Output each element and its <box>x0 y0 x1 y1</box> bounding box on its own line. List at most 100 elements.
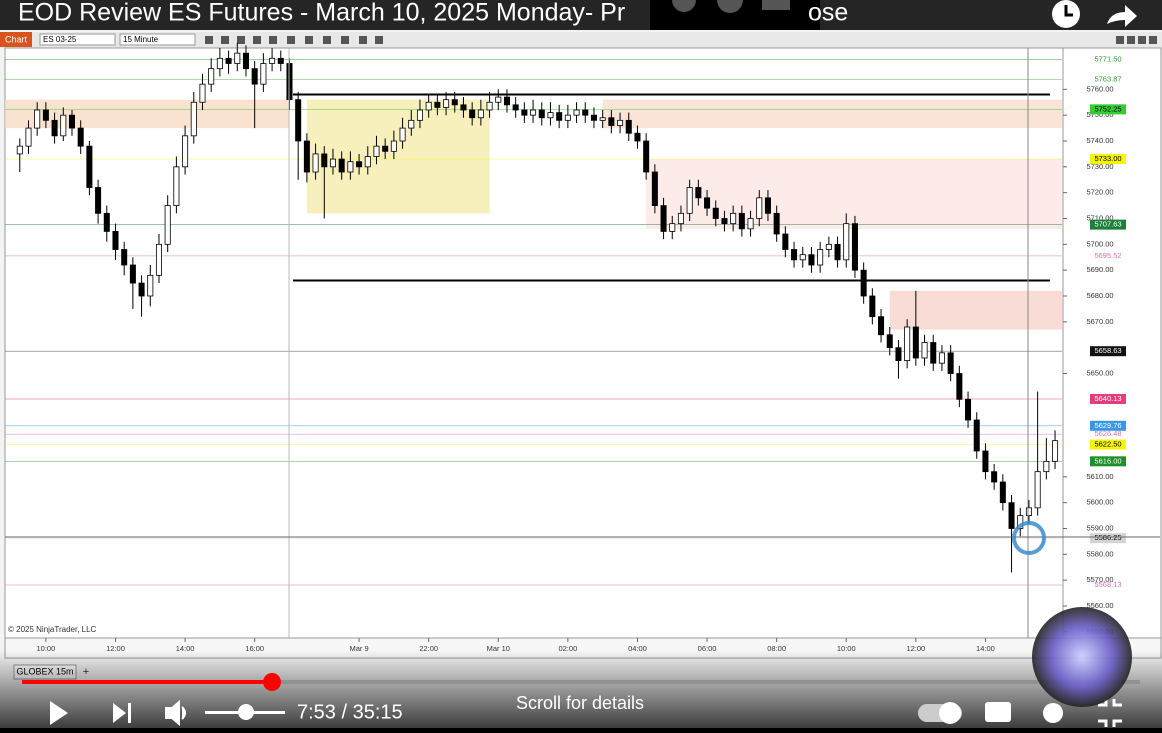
candle-body <box>60 114 67 137</box>
tool-icon[interactable] <box>221 36 229 44</box>
marker-label: 5640.13 <box>1094 394 1121 403</box>
instrument-select[interactable] <box>39 33 116 46</box>
fullscreen-button[interactable] <box>1098 699 1122 727</box>
plot: 5760.00 5750.00 5740.00 5730.00 5720.00 5710.… <box>5 42 1126 653</box>
next-button[interactable] <box>113 703 131 723</box>
candle-body <box>147 274 154 297</box>
candle-body <box>521 109 528 116</box>
tool-icon[interactable] <box>237 36 245 44</box>
candle-body <box>42 109 49 121</box>
candle-body <box>364 156 371 168</box>
tool-icon[interactable] <box>253 36 261 44</box>
candle-body <box>799 254 806 261</box>
keyboard-button[interactable] <box>762 0 790 10</box>
x-tick-label: 12:00 <box>106 644 125 653</box>
progress-track[interactable] <box>22 680 1140 684</box>
candle-body <box>477 109 484 119</box>
candle-body <box>643 140 650 173</box>
chart-tab-bg <box>0 32 32 47</box>
candle-body <box>225 57 232 64</box>
zone <box>889 290 1062 330</box>
candle-body <box>851 223 858 271</box>
share[interactable] <box>1107 5 1137 27</box>
interval[interactable]: 15 Minute <box>123 35 159 44</box>
tool-icon[interactable] <box>359 36 367 44</box>
candle-body <box>16 145 23 155</box>
candle-body <box>321 153 328 168</box>
candle-body <box>999 481 1006 504</box>
window-button[interactable] <box>1138 36 1146 44</box>
candle-body <box>138 282 145 297</box>
captions-button[interactable] <box>985 702 1011 722</box>
tool-icon[interactable] <box>287 36 295 44</box>
window-button[interactable] <box>1149 36 1157 44</box>
window-button[interactable] <box>1116 36 1124 44</box>
y-tick-label: 5600.00 <box>1086 498 1113 507</box>
candle-body <box>956 373 963 400</box>
volume-knob[interactable] <box>238 704 254 720</box>
candle-body <box>617 119 624 126</box>
marker-label: 5616.00 <box>1094 456 1121 465</box>
tool-icon[interactable] <box>375 36 383 44</box>
tool-icon[interactable] <box>205 36 213 44</box>
candle-body <box>68 114 75 129</box>
candle-body <box>843 223 850 261</box>
x-tick-label: 10:00 <box>837 644 856 653</box>
tool-icon[interactable] <box>323 36 331 44</box>
x-tick-label: 14:00 <box>176 644 195 653</box>
candle-body <box>216 57 223 70</box>
candle-body <box>938 352 945 364</box>
skip-button[interactable] <box>717 0 743 13</box>
marker-tag <box>1090 219 1126 230</box>
candle-body <box>408 119 415 129</box>
candle-body <box>503 96 510 106</box>
candle-body <box>382 145 389 152</box>
zoom-button[interactable] <box>672 0 696 12</box>
play-button[interactable] <box>50 701 68 725</box>
candle-body <box>895 347 902 361</box>
marker-tag <box>1090 393 1126 404</box>
tool-icon[interactable] <box>341 36 349 44</box>
marker-tag <box>1090 104 1126 115</box>
candle-body <box>912 326 919 359</box>
scroll-hint[interactable]: Scroll for details <box>516 693 644 713</box>
candle-body <box>329 158 336 168</box>
candle-body <box>443 99 450 108</box>
plot-area <box>4 47 1064 639</box>
zone <box>602 99 1062 129</box>
chart-tab[interactable]: Chart <box>5 34 28 44</box>
scrubber[interactable] <box>263 673 281 691</box>
interval-select[interactable] <box>119 33 196 46</box>
clock-hand <box>1064 5 1073 17</box>
settings-button[interactable] <box>1043 703 1063 723</box>
candle-body <box>1008 502 1015 529</box>
x-tick-label: Mar 9 <box>349 644 368 653</box>
marker-label: 5626.48 <box>1094 429 1121 438</box>
candle-body <box>764 197 771 214</box>
progress-played <box>22 680 272 684</box>
candle-body <box>590 114 597 121</box>
instrument[interactable]: ES 03-25 <box>43 35 77 44</box>
window-button[interactable] <box>1127 36 1135 44</box>
candle-body <box>129 264 136 284</box>
candle-body <box>704 197 711 209</box>
video-title: EOD Review ES Futures - March 10, 2025 M… <box>18 0 625 27</box>
y-tick-label: 5610.00 <box>1086 472 1113 481</box>
candle-body <box>277 57 284 64</box>
candle-body <box>112 231 119 250</box>
candle-body <box>808 254 815 266</box>
candle-body <box>155 243 162 276</box>
marker-label: 5707.63 <box>1094 220 1121 229</box>
assistant-orb[interactable] <box>1032 607 1132 707</box>
candle-body <box>712 207 719 219</box>
volume-button[interactable] <box>165 699 186 727</box>
x-tick-label: 04:00 <box>628 644 647 653</box>
tool-icon[interactable] <box>305 36 313 44</box>
x-tick-label: 16:00 <box>245 644 264 653</box>
tool-icon[interactable] <box>269 36 277 44</box>
candle-body <box>1017 515 1024 529</box>
candle-body <box>25 127 32 147</box>
candle-body <box>390 140 397 152</box>
candle-body <box>756 197 763 219</box>
